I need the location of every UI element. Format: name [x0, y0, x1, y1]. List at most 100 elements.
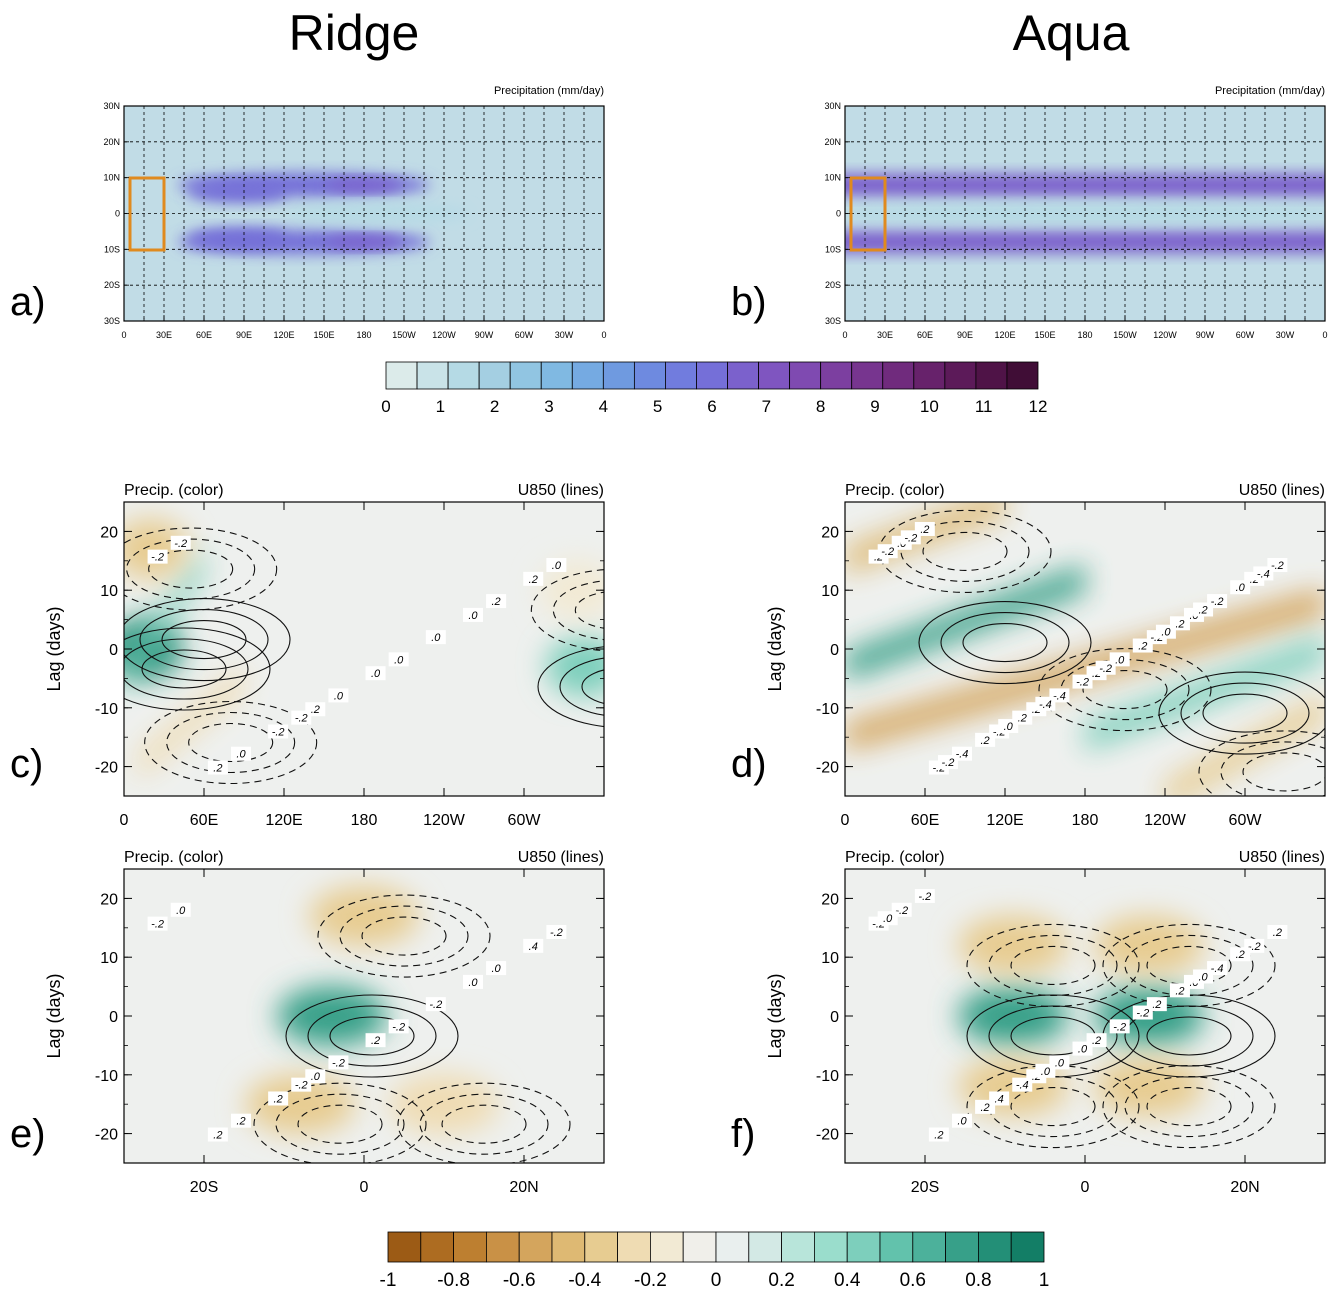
x-tick-label: 180	[1072, 812, 1099, 829]
contour-label-box	[268, 724, 289, 739]
u850-contour-line	[1202, 693, 1288, 733]
u850-contour-line	[339, 905, 469, 967]
contour-label-box	[1109, 1019, 1130, 1034]
colorbar-cell	[682, 1231, 717, 1263]
contour-label-box	[170, 535, 191, 550]
x-tick-label: 60W	[508, 812, 542, 829]
contour-label-box	[523, 938, 544, 953]
colorbar-tick-label: 5	[653, 397, 662, 416]
lag-tick-label: -10	[95, 701, 118, 718]
x-tick-label: 60W	[1229, 812, 1263, 829]
u850-contour-line	[1010, 1087, 1096, 1127]
panel-b-gridlines	[844, 106, 1326, 321]
colorbar-cell	[820, 361, 853, 390]
colorbar-tick-label: 10	[920, 397, 939, 416]
contour-label: .0	[1004, 721, 1014, 733]
colorbar-tick-label: 7	[762, 397, 771, 416]
contour-label-box	[230, 746, 251, 761]
colorbar-cell	[758, 361, 791, 390]
colorbar-cell	[814, 1231, 848, 1263]
colorbar-cell	[1006, 361, 1039, 390]
contour-label: -.2	[1136, 1008, 1149, 1020]
colorbar-cell	[715, 1231, 750, 1263]
u850-contour-line	[1102, 923, 1276, 1007]
x-tick-label: 0	[360, 1179, 369, 1196]
contour-label-box	[1267, 925, 1288, 940]
x-tick-label: 20S	[190, 1179, 218, 1196]
contour-label-box	[462, 607, 483, 622]
contour-label: -.2	[1099, 663, 1112, 675]
u850-contour-line	[148, 549, 234, 589]
precip-band	[845, 173, 1325, 196]
panel-e-lag-latitude: -.2.0.0.2.2.4.2-.2.0-.2.0.2-.2-.2-.2Prec…	[44, 849, 605, 1196]
lag-tick-label: -20	[816, 760, 839, 777]
contour-label-box	[328, 688, 349, 703]
colorbar-tick-label: 0.2	[768, 1270, 794, 1290]
u850-contour-line	[537, 646, 604, 728]
lag-tick-label: 0	[109, 642, 118, 659]
precip-color-label: Precip. (color)	[124, 849, 224, 866]
colorbar-tick-label: 8	[816, 397, 825, 416]
contour-label: -.2	[918, 891, 931, 903]
u850-contour-line	[124, 638, 249, 700]
contour-label-box	[207, 760, 228, 775]
u850-contours: -.2.0.0.2.2.4.2-.2.0-.2.0.2-.2-.2-.2	[147, 894, 571, 1163]
contour-label: -.2	[151, 552, 164, 564]
colorbar-tick-label: -0.8	[437, 1270, 470, 1290]
lon-tick-label: 0	[1322, 330, 1327, 340]
contour-label: .0	[1041, 1066, 1051, 1078]
contour-label-box	[365, 1033, 386, 1048]
contour-label: .0	[1115, 654, 1125, 666]
lon-tick-label: 90E	[236, 330, 252, 340]
u850-contour-line	[1220, 741, 1325, 796]
u850-contour-line	[317, 894, 491, 978]
panel-label-a: a)	[10, 280, 46, 324]
contour-label: .2	[1018, 713, 1027, 725]
contour-label: .2	[236, 1116, 245, 1128]
precip-color-label: Precip. (color)	[845, 849, 945, 866]
precip-anomaly-field	[845, 502, 1325, 796]
u850-lines-label: U850 (lines)	[518, 482, 604, 499]
contour-label: .2	[920, 524, 929, 536]
contour-label-box	[486, 961, 507, 976]
colorbar-cell	[602, 361, 635, 390]
colorbar-cell	[978, 1231, 1012, 1263]
negative-anomaly-band	[137, 664, 244, 781]
lon-tick-label: 120E	[994, 330, 1015, 340]
lat-tick-label: 20S	[104, 280, 120, 290]
panel-label-b: b)	[731, 280, 767, 324]
contour-label-box	[998, 719, 1019, 734]
colorbar-tick-label: 0.6	[900, 1270, 926, 1290]
lon-tick-label: 180	[356, 330, 371, 340]
lon-tick-label: 0	[601, 330, 606, 340]
u850-contour-line	[144, 700, 318, 785]
lon-tick-label: 150E	[1034, 330, 1055, 340]
contour-label: .2	[981, 735, 990, 747]
colorbar-cell	[975, 361, 1008, 390]
u850-contour-line	[966, 923, 1140, 1007]
lon-tick-label: 0	[121, 330, 126, 340]
u850-contour-line	[285, 994, 459, 1078]
u850-contour-line	[441, 1104, 527, 1144]
colorbar-cell	[551, 1231, 586, 1263]
negative-anomaly-max	[1094, 1056, 1204, 1117]
contour-label-box	[523, 571, 544, 586]
positive-anomaly-max	[546, 636, 604, 697]
lag-tick-label: -10	[816, 701, 839, 718]
u850-contour-line	[419, 1093, 549, 1155]
lat-tick-label: 20N	[103, 137, 120, 147]
precip-max	[187, 182, 288, 202]
lon-tick-label: 150E	[313, 330, 334, 340]
colorbar-cell	[478, 361, 511, 390]
contour-label-box	[1155, 624, 1176, 639]
negative-anomaly-max	[309, 886, 419, 947]
contour-label-box	[975, 1099, 996, 1114]
contour-label: .0	[371, 668, 381, 680]
contour-label-box	[147, 916, 168, 931]
panel-label-e: e)	[10, 1112, 46, 1156]
contour-label: .0	[176, 905, 186, 917]
contour-label-box	[328, 1055, 349, 1070]
lag-axis-label: Lag (days)	[765, 973, 785, 1058]
